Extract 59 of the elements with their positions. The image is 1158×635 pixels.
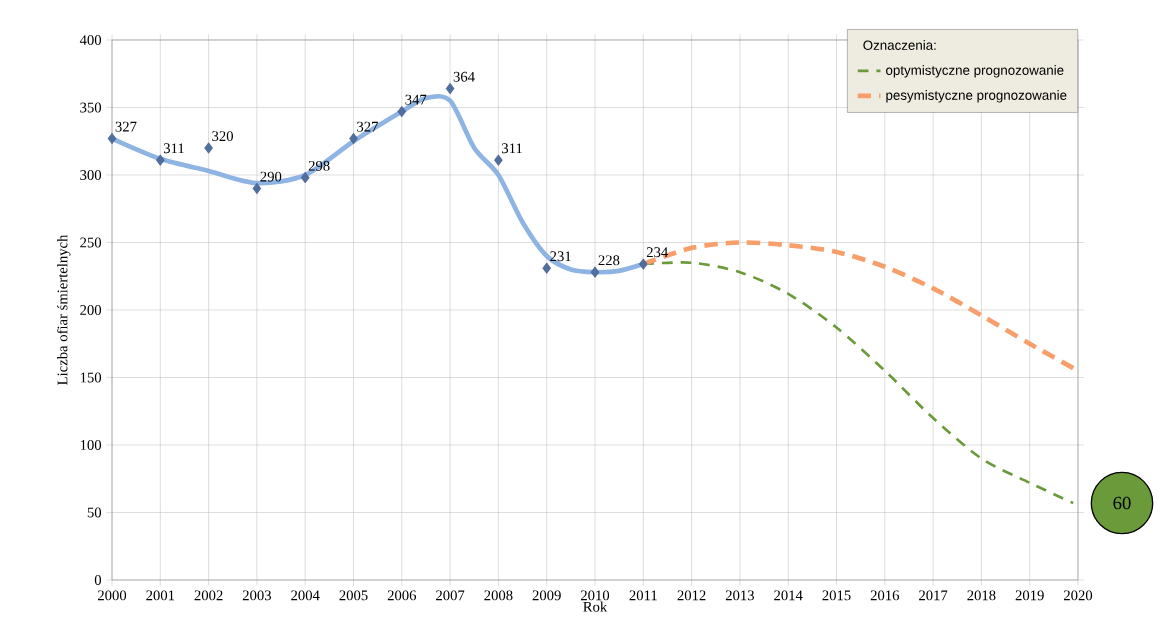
point — [542, 262, 551, 274]
data-label: 327 — [115, 121, 137, 132]
x-tick-label: 2001 — [146, 590, 175, 601]
data-label: 298 — [308, 160, 330, 171]
y-tick-label: 350 — [80, 102, 102, 113]
data-label: 347 — [405, 94, 427, 105]
point — [156, 154, 165, 166]
x-tick-label: 2003 — [242, 590, 271, 601]
y-tick-label: 150 — [80, 372, 102, 383]
x-tick-label: 2019 — [1015, 590, 1044, 601]
y-tick-label: 50 — [87, 507, 102, 518]
data-label: 364 — [453, 71, 475, 82]
data-label: 311 — [502, 143, 522, 154]
point — [494, 154, 503, 166]
x-tick-label: 2018 — [967, 590, 996, 601]
x-tick-label: 2002 — [194, 590, 223, 601]
x-tick-label: 2008 — [484, 590, 513, 601]
x-tick-label: 2011 — [629, 590, 657, 601]
data-label: 228 — [598, 255, 620, 266]
x-tick-label: 2012 — [677, 590, 706, 601]
y-tick-label: 400 — [79, 35, 102, 45]
point — [397, 105, 407, 118]
y-axis-title: Liczba ofiar śmiertelnych — [56, 234, 71, 385]
legend-title: Oznaczenia: — [863, 40, 936, 50]
point — [590, 266, 600, 278]
point — [252, 182, 262, 195]
y-tick-label: 200 — [80, 305, 102, 315]
x-tick-label: 2005 — [339, 590, 368, 601]
y-tick-label: 0 — [94, 575, 102, 585]
x-tick-label: 2006 — [387, 590, 417, 601]
x-tick-label: 2010 — [580, 590, 610, 601]
text: 60 — [1113, 496, 1131, 510]
x-tick-label: 2004 — [291, 590, 320, 601]
point — [300, 172, 310, 184]
data-label: 290 — [260, 171, 282, 182]
x-axis-title: Rok — [583, 601, 608, 612]
x-tick-label: 2015 — [822, 590, 851, 601]
point — [107, 132, 117, 145]
x-tick-label: 2000 — [97, 590, 127, 601]
legend-label: optymistyczne prognozowanie — [886, 65, 1064, 78]
x-tick-label: 2013 — [725, 590, 754, 601]
y-tick-label: 100 — [80, 440, 102, 450]
x-tick-label: 2007 — [436, 590, 465, 601]
x-tick-label: 2017 — [919, 590, 948, 601]
legend-label: pesymistyczne prognozowanie — [886, 90, 1067, 103]
data-label: 231 — [550, 251, 571, 262]
x-tick-label: 2020 — [1063, 590, 1093, 601]
x-tick-label: 2016 — [870, 590, 900, 601]
data-label: 311 — [163, 143, 184, 154]
data-label: 320 — [212, 131, 233, 142]
y-tick-label: 250 — [80, 237, 102, 248]
point — [204, 142, 213, 154]
y-tick-label: 300 — [80, 170, 102, 180]
data-label: 327 — [357, 121, 379, 132]
data-label: 234 — [646, 247, 669, 258]
point — [445, 82, 455, 95]
x-tick-label: 2009 — [532, 590, 561, 601]
point — [639, 258, 648, 270]
x-tick-label: 2014 — [774, 590, 803, 601]
